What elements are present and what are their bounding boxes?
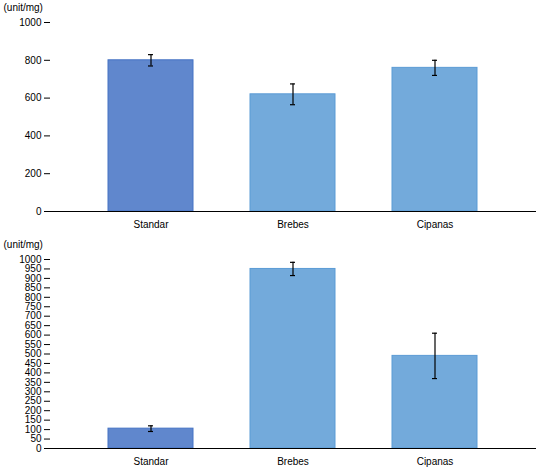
svg-text:900: 900	[25, 273, 42, 284]
svg-text:400: 400	[25, 130, 42, 141]
svg-text:300: 300	[25, 386, 42, 397]
svg-text:600: 600	[25, 329, 42, 340]
svg-text:0: 0	[36, 206, 42, 217]
svg-text:(unit/mg): (unit/mg)	[4, 2, 43, 13]
svg-text:Cipanas: Cipanas	[417, 219, 454, 230]
svg-text:500: 500	[25, 348, 42, 359]
svg-text:100: 100	[25, 424, 42, 435]
svg-text:350: 350	[25, 377, 42, 388]
svg-text:1000: 1000	[19, 254, 42, 265]
svg-text:Brebes: Brebes	[277, 456, 309, 467]
svg-text:550: 550	[25, 339, 42, 350]
svg-text:150: 150	[25, 414, 42, 425]
svg-text:700: 700	[25, 310, 42, 321]
svg-text:0: 0	[36, 443, 42, 454]
svg-text:Cipanas: Cipanas	[417, 456, 454, 467]
svg-text:950: 950	[25, 263, 42, 274]
svg-text:450: 450	[25, 358, 42, 369]
svg-text:400: 400	[25, 367, 42, 378]
svg-text:Standar: Standar	[133, 456, 169, 467]
svg-text:200: 200	[25, 168, 42, 179]
svg-text:600: 600	[25, 92, 42, 103]
svg-text:Brebes: Brebes	[277, 219, 309, 230]
svg-text:1000: 1000	[19, 17, 42, 28]
svg-text:200: 200	[25, 405, 42, 416]
svg-text:650: 650	[25, 320, 42, 331]
svg-text:(unit/mg): (unit/mg)	[4, 239, 43, 250]
svg-text:50: 50	[30, 433, 42, 444]
svg-text:800: 800	[25, 292, 42, 303]
svg-text:800: 800	[25, 55, 42, 66]
svg-text:Standar: Standar	[133, 219, 169, 230]
svg-text:750: 750	[25, 301, 42, 312]
svg-text:250: 250	[25, 395, 42, 406]
svg-text:850: 850	[25, 282, 42, 293]
